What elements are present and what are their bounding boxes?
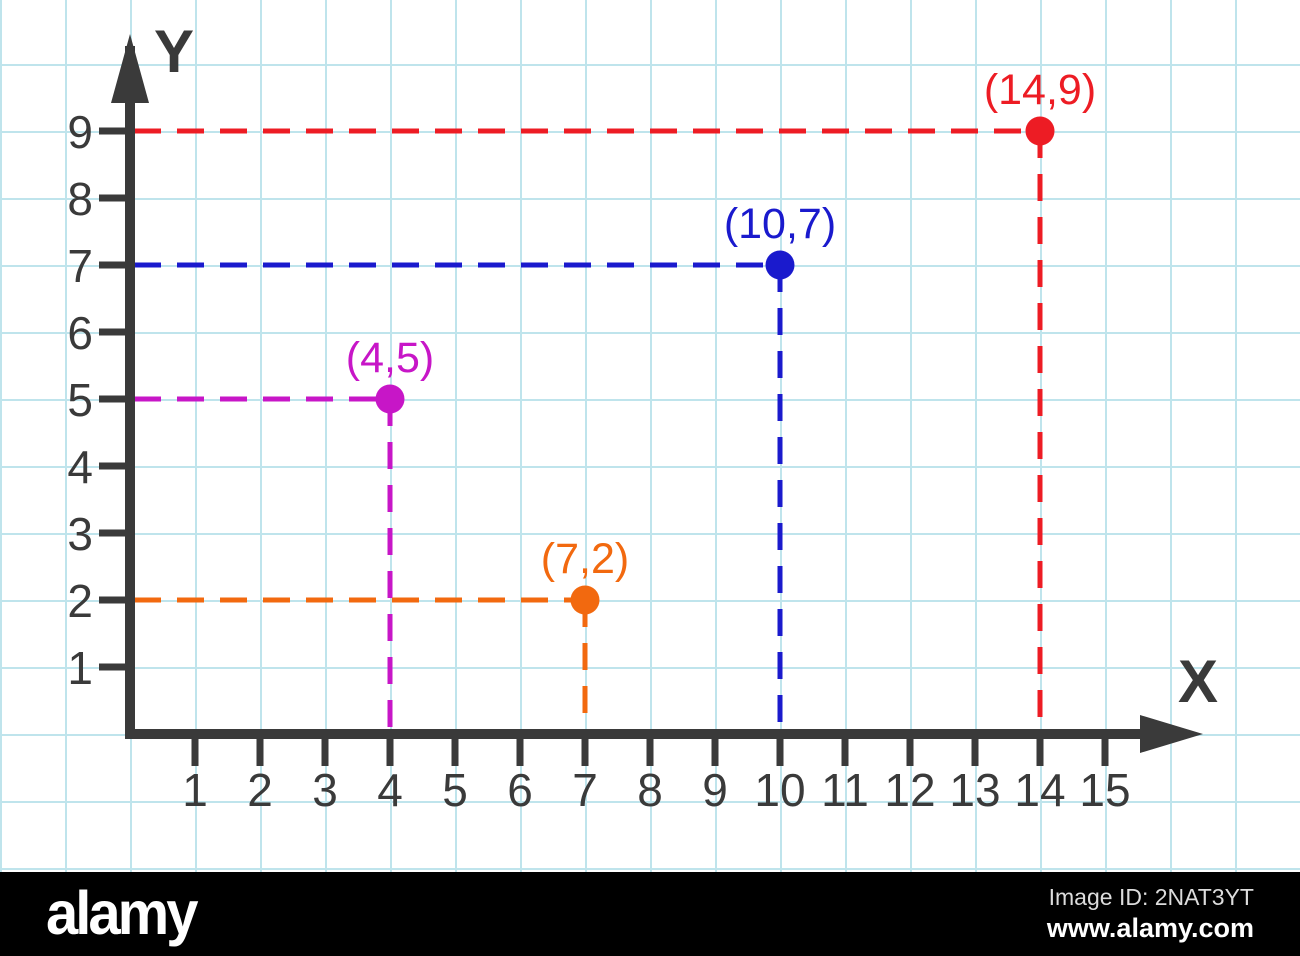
point-marker (570, 585, 600, 615)
y-tick-label: 6 (67, 307, 93, 359)
point-label: (4,5) (346, 334, 434, 382)
point-label: (7,2) (541, 535, 629, 583)
x-tick-label: 14 (1014, 764, 1065, 816)
y-tick-label: 8 (67, 173, 93, 225)
point-marker (1025, 116, 1055, 146)
y-tick-label: 3 (67, 508, 93, 560)
x-tick-label: 9 (702, 764, 728, 816)
x-tick-label: 10 (754, 764, 805, 816)
point-label: (10,7) (724, 200, 836, 248)
point-marker (765, 250, 795, 280)
x-tick-label: 7 (572, 764, 598, 816)
alamy-logo: alamy (46, 879, 198, 948)
graph-paper: 1 2 3 4 5 6 7 8 9 1 2 3 4 5 6 7 8 9 10 11 12 13 14 15 Y X (4,5) (7,… (0, 0, 1300, 872)
point-label: (14,9) (984, 66, 1096, 114)
alamy-url-text: www.alamy.com (1046, 912, 1254, 943)
x-tick-label: 13 (949, 764, 1000, 816)
y-tick-label: 7 (67, 240, 93, 292)
x-tick-label: 4 (377, 764, 403, 816)
y-tick-label: 9 (67, 106, 93, 158)
x-tick-label: 3 (312, 764, 338, 816)
image-id-text: Image ID: 2NAT3YT (1048, 883, 1254, 910)
x-tick-label: 12 (884, 764, 935, 816)
x-tick-label: 5 (442, 764, 468, 816)
y-tick-label: 2 (67, 575, 93, 627)
point-marker (375, 384, 405, 414)
x-axis-label: X (1178, 648, 1218, 715)
y-axis-arrowhead-icon (111, 34, 149, 103)
x-tick-label: 15 (1079, 764, 1130, 816)
x-axis-arrowhead-icon (1140, 715, 1203, 753)
y-axis-label: Y (154, 18, 194, 85)
y-tick-label: 1 (67, 642, 93, 694)
y-tick-label: 5 (67, 374, 93, 426)
watermark-bar: alamy Image ID: 2NAT3YT www.alamy.com (0, 872, 1300, 956)
watermark-info: Image ID: 2NAT3YT www.alamy.com (1047, 883, 1254, 946)
x-tick-label: 11 (821, 764, 869, 816)
x-tick-label: 2 (247, 764, 273, 816)
x-tick-label: 1 (182, 764, 208, 816)
x-tick-label: 8 (637, 764, 663, 816)
x-tick-label: 6 (507, 764, 533, 816)
y-tick-label: 4 (67, 441, 93, 493)
